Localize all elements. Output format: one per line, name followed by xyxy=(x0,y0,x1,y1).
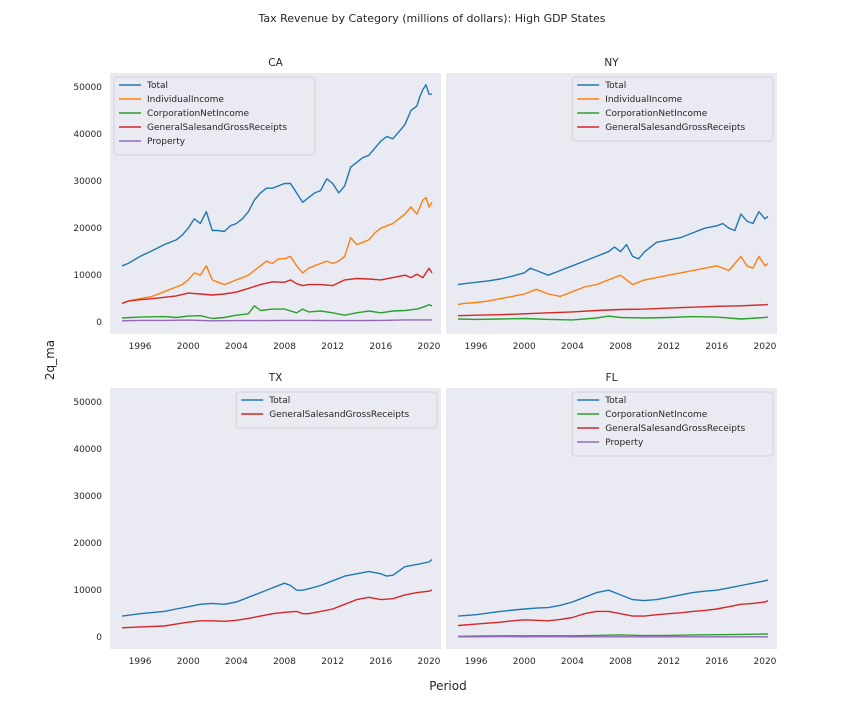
x-tick-label: 2016 xyxy=(369,342,392,352)
x-tick-label: 2000 xyxy=(177,657,200,667)
y-tick-label: 0 xyxy=(96,633,102,643)
y-tick-label: 20000 xyxy=(73,224,102,234)
y-tick-label: 40000 xyxy=(73,445,102,455)
series-line-IndividualIncome xyxy=(121,196,433,305)
figure-title: Tax Revenue by Category (millions of dol… xyxy=(257,12,605,25)
legend-label: CorporationNetIncome xyxy=(605,410,708,420)
x-tick-label: 1996 xyxy=(129,342,152,352)
x-tick-label: 2000 xyxy=(513,342,536,352)
series-line-CorporationNetIncome xyxy=(121,304,433,320)
x-tick-label: 1996 xyxy=(465,342,488,352)
legend-label: CorporationNetIncome xyxy=(605,109,708,119)
figure-y-label: 2q_ma xyxy=(43,340,57,380)
x-tick-label: 2016 xyxy=(369,657,392,667)
series-line-Total xyxy=(121,559,433,617)
legend-label: IndividualIncome xyxy=(147,95,224,105)
legend-label: Property xyxy=(147,137,186,147)
panel-title: CA xyxy=(268,57,283,69)
legend-label: IndividualIncome xyxy=(605,95,682,105)
legend: Total CorporationNetIncome GeneralSalesand… xyxy=(571,391,774,457)
x-tick-label: 2012 xyxy=(657,657,680,667)
x-tick-label: 2020 xyxy=(754,657,777,667)
series-line-CorporationNetIncome xyxy=(457,633,768,637)
y-tick-label: 10000 xyxy=(73,586,102,596)
series-line-GeneralSalesandGrossReceipts xyxy=(457,599,769,627)
legend-label: Total xyxy=(268,396,290,406)
panel-title: FL xyxy=(606,372,618,384)
series-line-Total xyxy=(121,84,432,267)
x-tick-label: 2012 xyxy=(321,342,344,352)
legend-frame xyxy=(571,76,774,142)
legend-label: GeneralSalesandGrossReceipts xyxy=(605,123,745,133)
series-line-GeneralSalesandGrossReceipts xyxy=(457,303,769,317)
panel-title: TX xyxy=(268,372,283,384)
legend-label: Total xyxy=(604,396,626,406)
legend: Total IndividualIncome CorporationNetIncom… xyxy=(571,76,774,142)
legend-label: GeneralSalesandGrossReceipts xyxy=(269,410,409,420)
panel-ca: CA 1996 2000 2004 2008 2012 2016 2020 0 10000 2000… xyxy=(73,57,441,352)
legend-label: Total xyxy=(146,81,168,91)
series-line-GeneralSalesandGrossReceipts xyxy=(121,267,433,305)
legend-frame xyxy=(235,391,438,429)
x-tick-label: 1996 xyxy=(465,657,488,667)
panels: CA 1996 2000 2004 2008 2012 2016 2020 0 10000 2000… xyxy=(73,57,777,667)
x-tick-label: 2012 xyxy=(321,657,344,667)
x-tick-label: 2012 xyxy=(657,342,680,352)
panel-title: NY xyxy=(604,57,619,69)
series-line-Total xyxy=(457,210,769,286)
series-line-CorporationNetIncome xyxy=(457,315,769,321)
y-tick-label: 50000 xyxy=(73,398,102,408)
legend-label: Property xyxy=(605,438,644,448)
y-tick-label: 40000 xyxy=(73,130,102,140)
x-tick-label: 2000 xyxy=(177,342,200,352)
x-tick-label: 2008 xyxy=(609,342,632,352)
series-line-Property xyxy=(121,319,432,322)
legend-frame xyxy=(571,391,774,457)
x-tick-label: 1996 xyxy=(129,657,152,667)
x-tick-label: 2000 xyxy=(513,657,536,667)
series-line-Total xyxy=(457,579,769,617)
legend-label: CorporationNetIncome xyxy=(147,109,250,119)
panel-fl: FL 1996 2000 2004 2008 2012 2016 2020 Total Corpo… xyxy=(446,372,777,667)
y-tick-label: 30000 xyxy=(73,492,102,502)
x-tick-label: 2016 xyxy=(705,342,728,352)
x-tick-label: 2020 xyxy=(754,342,777,352)
x-tick-label: 2008 xyxy=(609,657,632,667)
legend-label: GeneralSalesandGrossReceipts xyxy=(147,123,287,133)
x-tick-label: 2020 xyxy=(418,657,441,667)
figure-x-label: Period xyxy=(429,679,466,693)
series-line-GeneralSalesandGrossReceipts xyxy=(121,589,433,629)
x-tick-label: 2004 xyxy=(225,657,248,667)
y-tick-label: 10000 xyxy=(73,271,102,281)
x-tick-label: 2008 xyxy=(273,657,296,667)
x-tick-label: 2004 xyxy=(561,342,584,352)
x-tick-label: 2004 xyxy=(225,342,248,352)
legend-label: GeneralSalesandGrossReceipts xyxy=(605,424,745,434)
x-tick-label: 2004 xyxy=(561,657,584,667)
y-tick-label: 30000 xyxy=(73,177,102,187)
series-line-IndividualIncome xyxy=(457,255,769,306)
x-tick-label: 2020 xyxy=(418,342,441,352)
legend: Total IndividualIncome CorporationNetIncom… xyxy=(113,76,316,156)
y-tick-label: 50000 xyxy=(73,83,102,93)
legend-label: Total xyxy=(604,81,626,91)
legend: Total GeneralSalesandGrossReceipts xyxy=(235,391,438,429)
axes-background xyxy=(110,388,441,649)
y-tick-label: 20000 xyxy=(73,539,102,549)
y-tick-label: 0 xyxy=(96,318,102,328)
legend-frame xyxy=(113,76,316,156)
x-tick-label: 2016 xyxy=(705,657,728,667)
x-tick-label: 2008 xyxy=(273,342,296,352)
panel-ny: NY 1996 2000 2004 2008 2012 2016 2020 Total Indiv… xyxy=(446,57,777,352)
panel-tx: TX 1996 2000 2004 2008 2012 2016 2020 0 10000 2000… xyxy=(73,372,441,667)
